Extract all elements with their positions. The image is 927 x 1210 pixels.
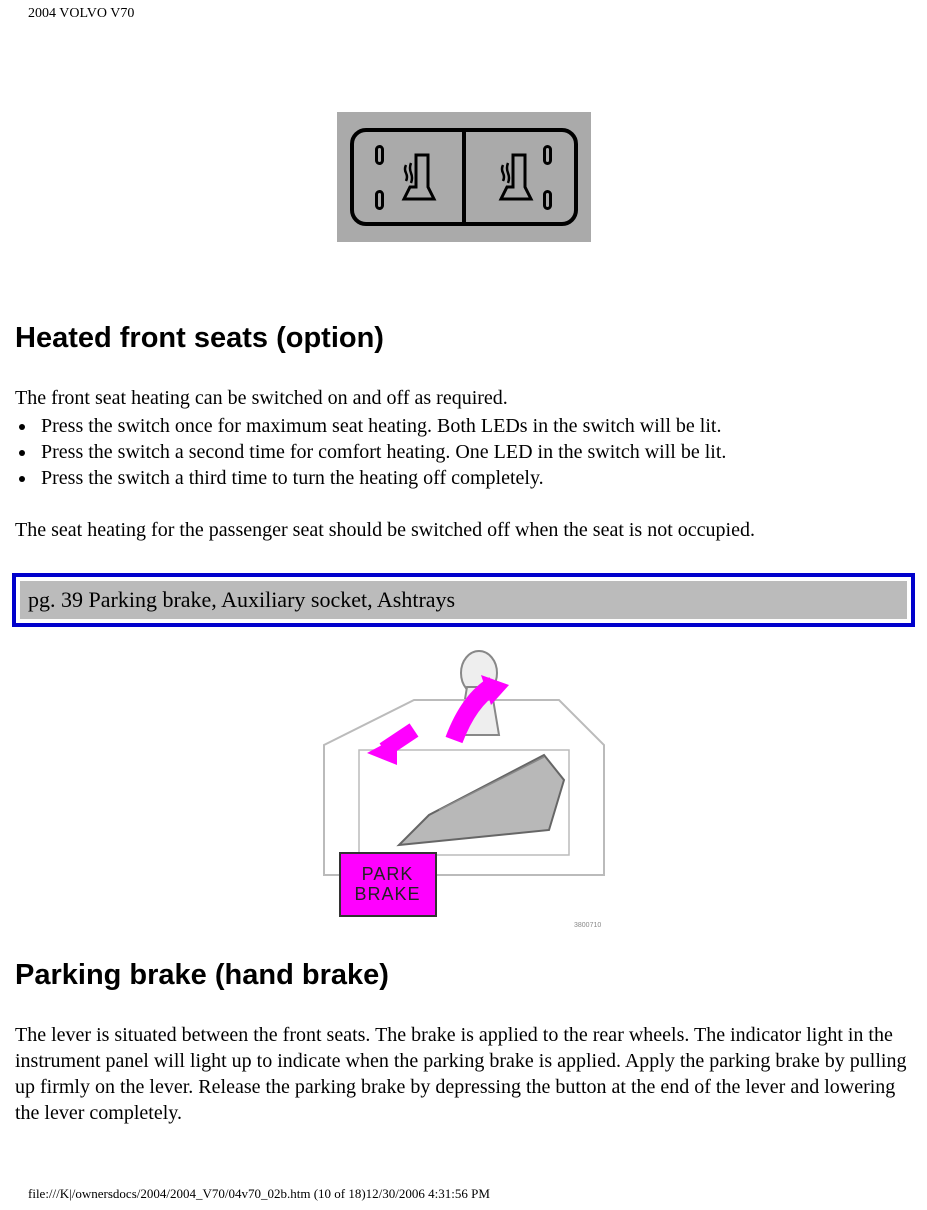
document-header: 2004 VOLVO V70 bbox=[0, 0, 927, 22]
park-brake-label-line1: PARK bbox=[362, 864, 414, 884]
document-footer: file:///K|/ownersdocs/2004/2004_V70/04v7… bbox=[0, 1186, 927, 1210]
list-item: Press the switch a second time for comfo… bbox=[37, 439, 912, 465]
parking-brake-body: The lever is situated between the front … bbox=[15, 1022, 912, 1126]
park-brake-label: PARK BRAKE bbox=[339, 852, 437, 917]
list-item: Press the switch a third time to turn th… bbox=[37, 465, 912, 491]
park-brake-label-line2: BRAKE bbox=[355, 884, 421, 904]
heated-seats-intro: The front seat heating can be switched o… bbox=[15, 385, 912, 411]
heated-seat-icon bbox=[390, 147, 440, 207]
left-seat-switch bbox=[354, 132, 462, 222]
heated-seats-steps: Press the switch once for maximum seat h… bbox=[15, 413, 912, 491]
led-icon bbox=[375, 190, 384, 210]
list-item: Press the switch once for maximum seat h… bbox=[37, 413, 912, 439]
heated-seat-icon bbox=[487, 147, 537, 207]
svg-text:3800710: 3800710 bbox=[574, 922, 601, 929]
parking-brake-heading: Parking brake (hand brake) bbox=[15, 959, 912, 992]
passenger-seat-note: The seat heating for the passenger seat … bbox=[15, 517, 912, 543]
page-banner-text: pg. 39 Parking brake, Auxiliary socket, … bbox=[20, 581, 907, 619]
right-seat-switch bbox=[466, 132, 574, 222]
heated-seat-illustration bbox=[0, 112, 927, 242]
page-banner: pg. 39 Parking brake, Auxiliary socket, … bbox=[12, 573, 915, 627]
led-icon bbox=[543, 190, 552, 210]
led-icon bbox=[375, 145, 384, 165]
parking-brake-illustration: 3800710 PARK BRAKE bbox=[0, 645, 927, 935]
heated-seats-heading: Heated front seats (option) bbox=[15, 322, 912, 355]
led-icon bbox=[543, 145, 552, 165]
